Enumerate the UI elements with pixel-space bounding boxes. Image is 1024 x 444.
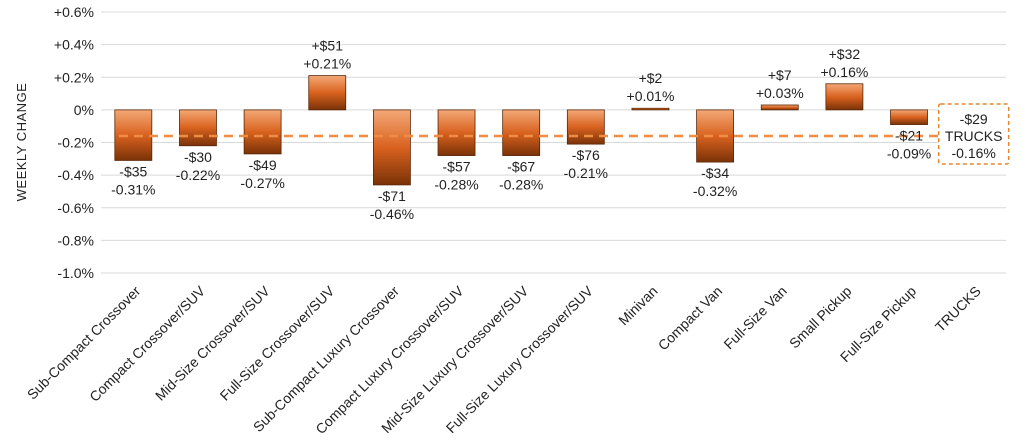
y-tick-label: 0% (74, 102, 94, 118)
bar-dollar-label: +$51 (311, 38, 343, 54)
bar (502, 109, 541, 156)
summary-dollar-label: -$29 (960, 111, 988, 127)
x-category-label: Minivan (615, 283, 660, 328)
bar-percent-label: +0.16% (820, 64, 868, 80)
y-tick-label: -0.8% (57, 232, 94, 248)
y-tick-label: +0.6% (54, 4, 94, 20)
bar (696, 109, 735, 163)
bar (760, 104, 799, 111)
gridlines (101, 11, 1006, 274)
bar-percent-label: +0.21% (303, 56, 351, 72)
x-category-label: Small Pickup (786, 283, 855, 352)
bar-percent-label: -0.09% (887, 146, 931, 162)
bar-percent-label: -0.27% (240, 175, 284, 191)
bar-percent-label: -0.21% (564, 165, 608, 181)
bar-dollar-label: -$71 (378, 188, 406, 204)
data-labels: -$35 -0.31% -$30 -0.22% -$49 -0.27% +$51 +0.21%… (111, 38, 931, 222)
x-category-label: Full-Size Van (720, 283, 789, 352)
y-tick-label: -0.4% (57, 167, 94, 183)
bar (308, 75, 347, 111)
bar-dollar-label: +$7 (768, 67, 792, 83)
bar-percent-label: -0.22% (176, 167, 220, 183)
bar-dollar-label: -$67 (507, 159, 535, 175)
bar-dollar-label: -$76 (572, 147, 600, 163)
x-category-label: Sub-Compact Crossover (24, 283, 144, 403)
bar-percent-label: -0.32% (693, 183, 737, 199)
bar (825, 83, 864, 111)
bar-dollar-label: -$34 (701, 165, 729, 181)
bar (631, 107, 670, 111)
y-axis-label: WEEKLY CHANGE (14, 83, 29, 202)
x-category-label: Full-Size Crossover/SUV (217, 282, 338, 403)
y-tick-label: -1.0% (57, 265, 94, 281)
bar (243, 109, 282, 155)
bar-dollar-label: +$32 (829, 46, 861, 62)
bar (372, 109, 411, 186)
bar (179, 109, 217, 147)
x-category-label: Compact Crossover/SUV (86, 282, 208, 404)
summary-box (937, 103, 1010, 165)
bar (890, 109, 928, 125)
x-category-label: TRUCKS (932, 283, 984, 335)
x-category-label: Compact Van (655, 283, 726, 354)
bar-percent-label: +0.03% (756, 85, 804, 101)
bar-dollar-label: -$49 (249, 157, 277, 173)
summary-percent-label: -0.16% (951, 145, 995, 161)
y-axis-ticks: +0.6% +0.4% +0.2% 0% -0.2% -0.4% -0.6% -0.8% -1.… (54, 4, 94, 281)
y-tick-label: -0.2% (57, 135, 94, 151)
bar-percent-label: -0.28% (499, 177, 543, 193)
y-tick-label: +0.4% (54, 37, 94, 53)
bar-dollar-label: -$30 (184, 149, 212, 165)
bar-dollar-label: -$35 (119, 163, 147, 179)
bar-dollar-label: +$2 (639, 70, 663, 86)
y-tick-label: +0.2% (54, 69, 94, 85)
bar-percent-label: -0.28% (434, 177, 478, 193)
bar-dollar-label: -$21 (895, 128, 923, 144)
bar-percent-label: -0.46% (370, 206, 414, 222)
y-tick-label: -0.6% (57, 200, 94, 216)
bar (566, 109, 605, 145)
bar-percent-label: +0.01% (627, 88, 675, 104)
x-category-label: Mid-Size Crossover/SUV (152, 282, 273, 403)
bar-percent-label: -0.31% (111, 181, 155, 197)
summary-name-label: TRUCKS (945, 128, 1003, 144)
bar-dollar-label: -$57 (443, 159, 471, 175)
bar (437, 109, 476, 156)
